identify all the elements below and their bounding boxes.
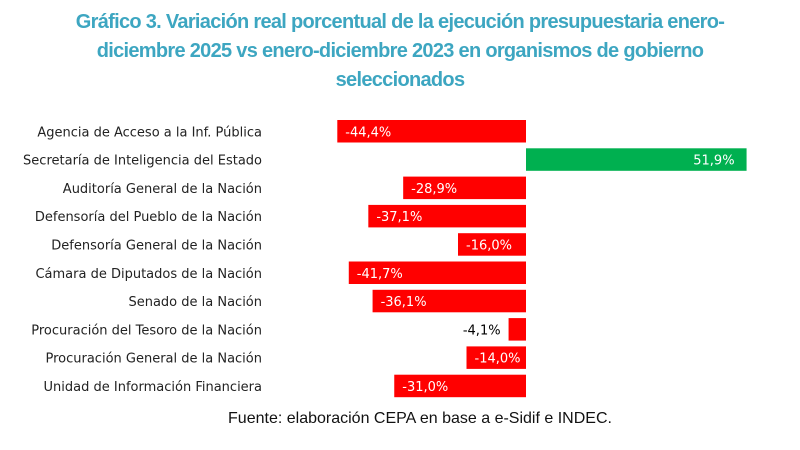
bar xyxy=(458,233,526,256)
data-label: 51,9% xyxy=(693,154,734,169)
category-label: Defensoría del Pueblo de la Nación xyxy=(35,210,262,225)
category-label: Cámara de Diputados de la Nación xyxy=(35,267,262,282)
chart-title: Gráfico 3. Variación real porcentual de … xyxy=(75,11,725,91)
bar xyxy=(466,346,526,369)
bar xyxy=(337,120,526,143)
bar xyxy=(348,261,526,284)
source-note: Fuente: elaboración CEPA en base a e-Sid… xyxy=(228,410,612,427)
category-label: Secretaría de Inteligencia del Estado xyxy=(23,154,262,169)
bar xyxy=(508,318,526,341)
bar xyxy=(372,289,526,313)
data-label: -37,1% xyxy=(376,210,422,225)
category-label: Procuración del Tesoro de la Nación xyxy=(31,323,262,338)
category-label: Auditoría General de la Nación xyxy=(63,182,262,197)
data-label: -16,0% xyxy=(466,238,512,253)
data-label: -4,1% xyxy=(463,323,501,338)
category-label: Defensoría General de la Nación xyxy=(51,238,262,253)
bar xyxy=(403,176,526,200)
data-label: -41,7% xyxy=(357,267,403,282)
bar xyxy=(368,204,526,228)
category-label: Unidad de Información Financiera xyxy=(44,380,262,395)
category-label: Procuración General de la Nación xyxy=(45,352,262,367)
data-label: -28,9% xyxy=(411,182,457,197)
category-label: Senado de la Nación xyxy=(128,295,262,310)
data-label: -31,0% xyxy=(402,380,448,395)
bar xyxy=(526,148,747,171)
data-label: -14,0% xyxy=(475,352,521,367)
bar xyxy=(394,374,526,398)
data-label: -36,1% xyxy=(381,295,427,310)
data-label: -44,4% xyxy=(345,125,391,140)
category-label: Agencia de Acceso a la Inf. Pública xyxy=(37,125,262,140)
